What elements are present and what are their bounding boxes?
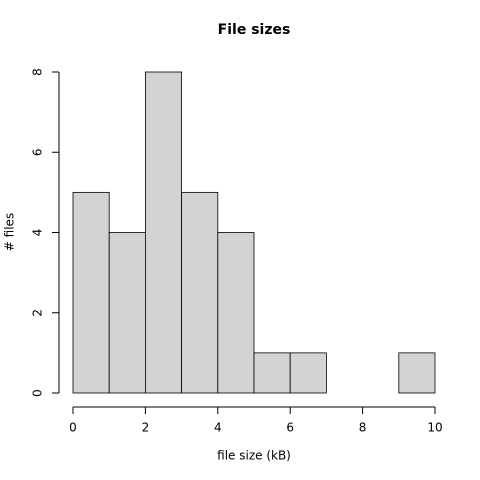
x-tick-label: 2	[142, 421, 150, 435]
bar	[108, 232, 146, 394]
x-tick-label: 8	[359, 421, 367, 435]
x-tick-label: 10	[427, 421, 442, 435]
y-tick-label: 2	[31, 309, 45, 317]
chart-title: File sizes	[218, 22, 291, 38]
x-tick-label: 0	[69, 421, 77, 435]
y-tick-label: 6	[31, 148, 45, 156]
x-tick-label: 6	[286, 421, 294, 435]
y-axis-label: # files	[3, 213, 17, 251]
bar	[217, 232, 255, 394]
bar	[253, 352, 291, 394]
y-tick-label: 4	[31, 229, 45, 237]
bar	[398, 352, 436, 394]
bar	[181, 191, 219, 394]
bar	[144, 71, 182, 394]
x-tick-label: 4	[214, 421, 222, 435]
bar	[289, 352, 327, 394]
x-axis-label: file size (kB)	[217, 449, 291, 463]
bar	[72, 191, 110, 394]
y-tick-label: 0	[31, 389, 45, 397]
y-tick-label: 8	[31, 68, 45, 76]
